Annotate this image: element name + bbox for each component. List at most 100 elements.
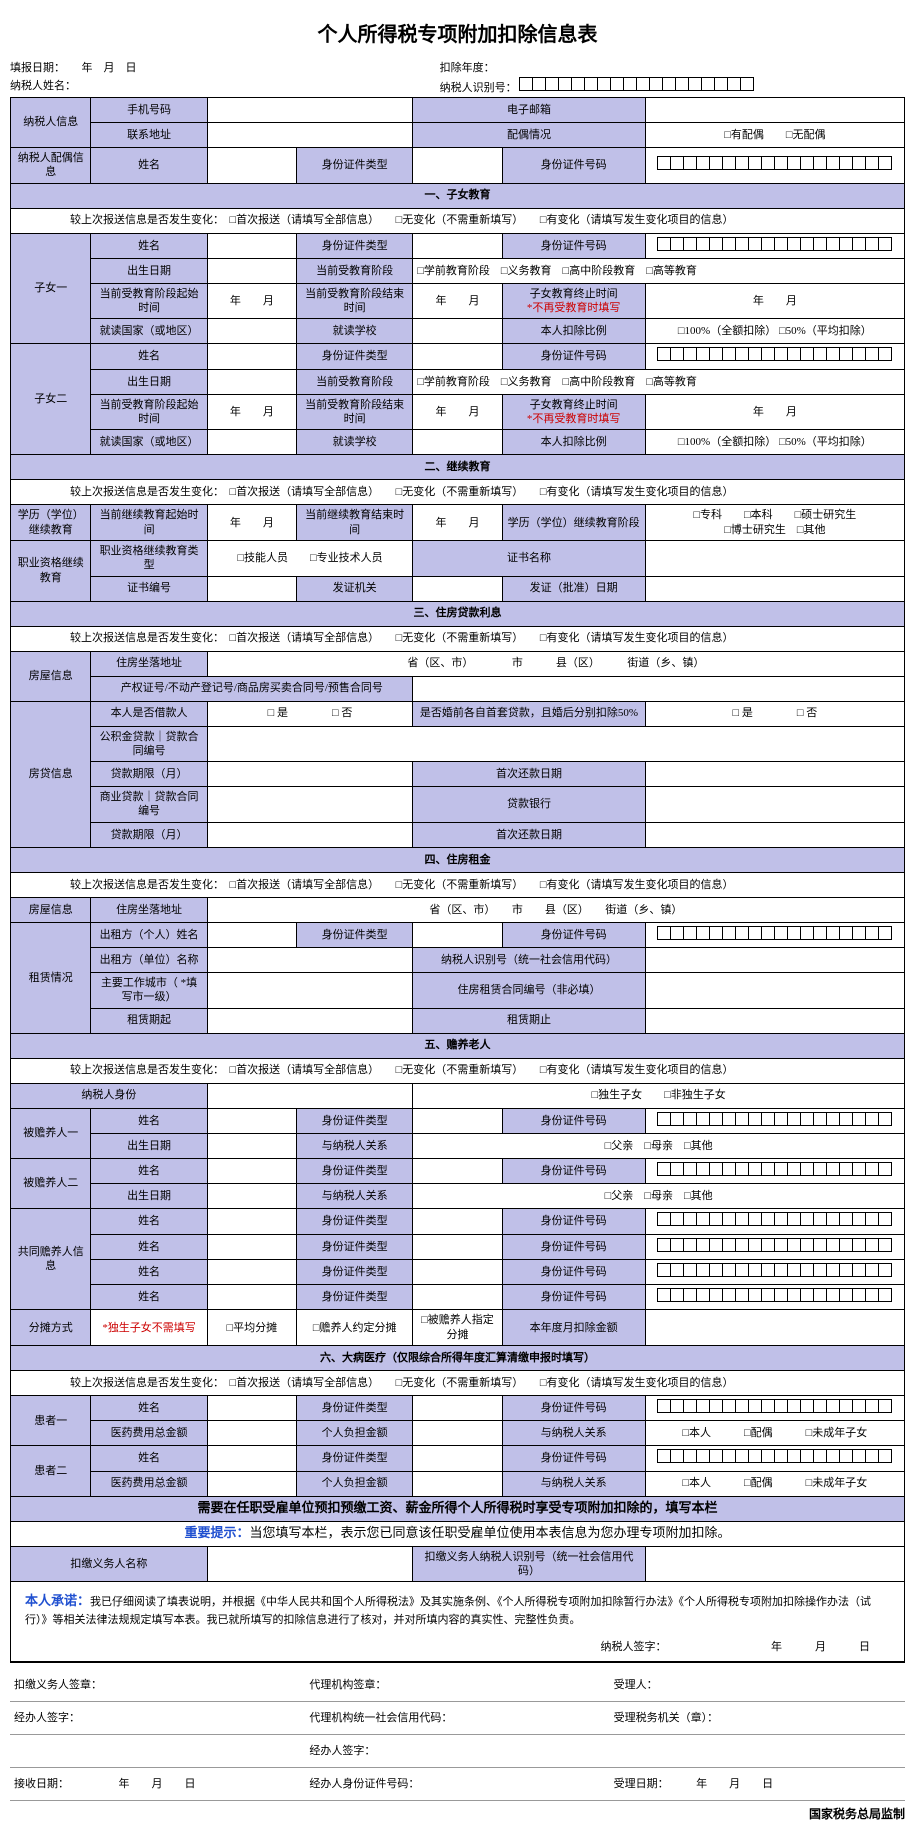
s4-idtype[interactable] bbox=[413, 922, 502, 947]
s5c1-idtype[interactable] bbox=[413, 1209, 502, 1234]
s3-change-row[interactable]: 较上次报送信息是否发生变化： □首次报送（请填写全部信息） □无变化（不需重新填… bbox=[11, 626, 905, 651]
spouse-id-type-value[interactable] bbox=[413, 148, 502, 184]
sig-d2[interactable]: 经办人身份证件号码： bbox=[305, 1767, 609, 1800]
sig-b1[interactable]: 经办人签字： bbox=[10, 1701, 305, 1734]
s5d2-rel-opt[interactable]: □父亲 □母亲 □其他 bbox=[413, 1184, 905, 1209]
c2-idtype[interactable] bbox=[413, 344, 502, 369]
phone-value[interactable] bbox=[207, 98, 413, 123]
s4-idno[interactable] bbox=[645, 922, 904, 947]
c1-school[interactable] bbox=[413, 319, 502, 344]
s3-cert[interactable] bbox=[413, 676, 905, 701]
s5d2-birth[interactable] bbox=[207, 1184, 296, 1209]
s5c1-name[interactable] bbox=[207, 1209, 296, 1234]
sig-c2[interactable]: 经办人签字： bbox=[305, 1734, 609, 1767]
s6p1-rel-opt[interactable]: □本人 □配偶 □未成年子女 bbox=[645, 1421, 904, 1446]
spouse-name-value[interactable] bbox=[207, 148, 296, 184]
addr-value[interactable] bbox=[207, 123, 413, 148]
sig-d3[interactable]: 受理日期： 年 月 日 bbox=[610, 1767, 905, 1800]
c1-stop[interactable]: 年 月 bbox=[645, 283, 904, 319]
c2-ratio-opt[interactable]: □100%（全额扣除） □50%（平均扣除） bbox=[645, 430, 904, 455]
s2-start[interactable]: 年 月 bbox=[207, 505, 296, 541]
s6p2-rel-opt[interactable]: □本人 □配偶 □未成年子女 bbox=[645, 1471, 904, 1496]
c1-birth[interactable] bbox=[207, 258, 296, 283]
c2-name[interactable] bbox=[207, 344, 296, 369]
sig-d1[interactable]: 接收日期： 年 月 日 bbox=[10, 1767, 305, 1800]
agent-name[interactable] bbox=[207, 1546, 413, 1582]
s4-lessorc[interactable] bbox=[207, 948, 413, 973]
s4-leaseno[interactable] bbox=[645, 973, 904, 1009]
c2-country[interactable] bbox=[207, 430, 296, 455]
s3-borrower[interactable]: □ 是 □ 否 bbox=[207, 701, 413, 726]
s3-fundno[interactable] bbox=[207, 726, 904, 762]
s5d1-rel-opt[interactable]: □父亲 □母亲 □其他 bbox=[413, 1133, 905, 1158]
s3-term[interactable] bbox=[207, 762, 413, 787]
s3-eachfirst[interactable]: □ 是 □ 否 bbox=[645, 701, 904, 726]
s6p2-name[interactable] bbox=[207, 1446, 296, 1471]
s5c1-idno[interactable] bbox=[645, 1209, 904, 1234]
sig-a3[interactable]: 受理人： bbox=[610, 1669, 905, 1702]
c2-stop[interactable]: 年 月 bbox=[645, 394, 904, 430]
c2-idno[interactable] bbox=[645, 344, 904, 369]
spouse-status-opt[interactable]: □有配偶 □无配偶 bbox=[645, 123, 904, 148]
s6p2-idno[interactable] bbox=[645, 1446, 904, 1471]
s4-lessorcid[interactable] bbox=[645, 948, 904, 973]
s5-change-row[interactable]: 较上次报送信息是否发生变化： □首次报送（请填写全部信息） □无变化（不需重新填… bbox=[11, 1058, 905, 1083]
taxpayer-id-boxes[interactable] bbox=[519, 77, 754, 91]
s5d1-idtype[interactable] bbox=[413, 1108, 502, 1133]
s2-issuedate[interactable] bbox=[645, 576, 904, 601]
sig-a2[interactable]: 代理机构签章： bbox=[305, 1669, 609, 1702]
s4-change-row[interactable]: 较上次报送信息是否发生变化： □首次报送（请填写全部信息） □无变化（不需重新填… bbox=[11, 872, 905, 897]
s6p1-idtype[interactable] bbox=[413, 1396, 502, 1421]
s6p2-self[interactable] bbox=[413, 1471, 502, 1496]
s3-bizno[interactable] bbox=[207, 787, 413, 823]
s3-bank[interactable] bbox=[645, 787, 904, 823]
s2-certno[interactable] bbox=[207, 576, 296, 601]
s6-change-row[interactable]: 较上次报送信息是否发生变化： □首次报送（请填写全部信息） □无变化（不需重新填… bbox=[11, 1371, 905, 1396]
c2-school[interactable] bbox=[413, 430, 502, 455]
s5c4-idtype[interactable] bbox=[413, 1285, 502, 1310]
s4-end[interactable] bbox=[645, 1008, 904, 1033]
s3-firstpay[interactable] bbox=[645, 762, 904, 787]
c2-stage-opt[interactable]: □学前教育阶段 □义务教育 □高中阶段教育 □高等教育 bbox=[413, 369, 905, 394]
s5-selftype[interactable] bbox=[207, 1083, 413, 1108]
c1-country[interactable] bbox=[207, 319, 296, 344]
c1-name[interactable] bbox=[207, 233, 296, 258]
spouse-id-no-value[interactable] bbox=[645, 148, 904, 184]
s5-selftype-opt[interactable]: □独生子女 □非独生子女 bbox=[413, 1083, 905, 1108]
s2-certname[interactable] bbox=[645, 540, 904, 576]
s5d2-idtype[interactable] bbox=[413, 1158, 502, 1183]
c1-stage-opt[interactable]: □学前教育阶段 □义务教育 □高中阶段教育 □高等教育 bbox=[413, 258, 905, 283]
email-value[interactable] bbox=[645, 98, 904, 123]
s2-end[interactable]: 年 月 bbox=[413, 505, 502, 541]
s4-lessorp[interactable] bbox=[207, 922, 296, 947]
s6p1-self[interactable] bbox=[413, 1421, 502, 1446]
s3-term2[interactable] bbox=[207, 822, 413, 847]
s6p2-total[interactable] bbox=[207, 1471, 296, 1496]
s6p1-name[interactable] bbox=[207, 1396, 296, 1421]
s4-addr[interactable]: 省（区、市） 市 县（区） 街道（乡、镇） bbox=[207, 897, 904, 922]
c1-idno[interactable] bbox=[645, 233, 904, 258]
s6p1-idno[interactable] bbox=[645, 1396, 904, 1421]
s5c3-idno[interactable] bbox=[645, 1259, 904, 1284]
s6p2-idtype[interactable] bbox=[413, 1446, 502, 1471]
s3-firstpay2[interactable] bbox=[645, 822, 904, 847]
c1-ratio-opt[interactable]: □100%（全额扣除） □50%（平均扣除） bbox=[645, 319, 904, 344]
c1-start[interactable]: 年 月 bbox=[207, 283, 296, 319]
s5c3-idtype[interactable] bbox=[413, 1259, 502, 1284]
s5d1-idno[interactable] bbox=[645, 1108, 904, 1133]
s1-change-row[interactable]: 较上次报送信息是否发生变化： □首次报送（请填写全部信息） □无变化（不需重新填… bbox=[11, 208, 905, 233]
c2-birth[interactable] bbox=[207, 369, 296, 394]
sig-b3[interactable]: 受理税务机关（章）： bbox=[610, 1701, 905, 1734]
s5-share-opt1[interactable]: □平均分摊 bbox=[207, 1310, 296, 1346]
s5-share-opt2[interactable]: □赡养人约定分摊 bbox=[297, 1310, 413, 1346]
agent-id[interactable] bbox=[645, 1546, 904, 1582]
s5c3-name[interactable] bbox=[207, 1259, 296, 1284]
s5c2-idtype[interactable] bbox=[413, 1234, 502, 1259]
s5d1-name[interactable] bbox=[207, 1108, 296, 1133]
s3-addr[interactable]: 省（区、市） 市 县（区） 街道（乡、镇） bbox=[207, 651, 904, 676]
s2-change-row[interactable]: 较上次报送信息是否发生变化： □首次报送（请填写全部信息） □无变化（不需重新填… bbox=[11, 480, 905, 505]
s5d2-name[interactable] bbox=[207, 1158, 296, 1183]
sig-a1[interactable]: 扣缴义务人签章： bbox=[10, 1669, 305, 1702]
c2-end[interactable]: 年 月 bbox=[413, 394, 502, 430]
s5-share-opt3[interactable]: □被赡养人指定分摊 bbox=[413, 1310, 502, 1346]
